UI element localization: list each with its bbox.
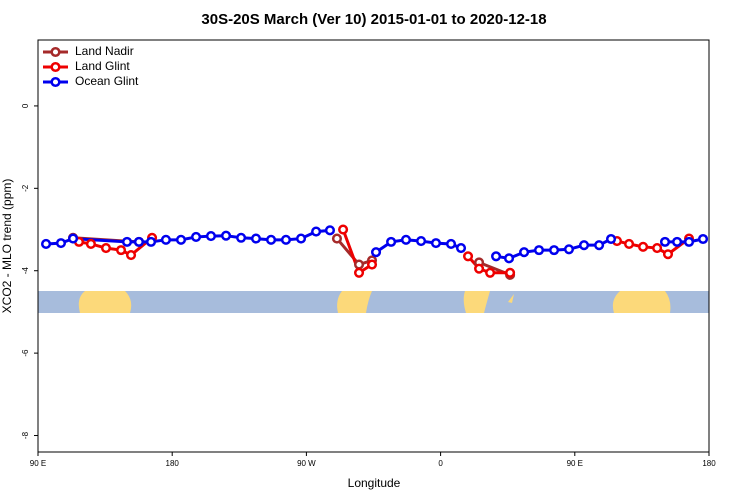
data-point: [116, 245, 127, 256]
data-point: [474, 263, 485, 274]
data-point: [485, 267, 496, 278]
x-tick-label: 90 E: [567, 459, 583, 468]
data-point: [175, 234, 187, 245]
data-point: [220, 230, 232, 241]
data-point: [624, 238, 635, 249]
plot-frame: [37, 39, 710, 453]
data-point: [549, 245, 560, 256]
data-point: [41, 238, 52, 249]
data-point: [191, 231, 202, 242]
data-point: [672, 236, 683, 247]
x-tick-label: 0: [438, 459, 443, 468]
data-point: [462, 251, 474, 262]
legend-label: Land Nadir: [75, 44, 134, 58]
data-point: [160, 234, 171, 245]
data-point: [430, 238, 442, 249]
data-point: [353, 259, 365, 270]
data-point: [605, 233, 617, 245]
data-point: [416, 236, 427, 247]
data-point: [370, 247, 382, 258]
data-point: [683, 236, 695, 247]
data-point: [145, 236, 157, 247]
legend-label: Land Glint: [75, 59, 130, 73]
data-point: [662, 249, 674, 260]
data-point: [578, 240, 590, 251]
y-tick-label: -8: [21, 431, 30, 439]
data-point: [638, 241, 649, 252]
data-point: [533, 245, 545, 256]
y-tick-label: -4: [21, 267, 30, 275]
data-point: [505, 267, 516, 278]
data-point: [563, 244, 575, 255]
y-tick-label: -2: [21, 184, 30, 192]
data-point: [652, 243, 663, 254]
data-point: [266, 234, 277, 245]
data-point: [311, 226, 322, 237]
data-point: [400, 234, 412, 245]
data-point: [338, 224, 349, 235]
data-point: [503, 253, 515, 264]
land-shape: [612, 291, 671, 313]
x-tick-label: 180: [166, 459, 180, 468]
x-tick-label: 180: [702, 459, 716, 468]
legend-marker: [50, 61, 61, 73]
data-point: [594, 240, 605, 251]
x-tick-label: 90 W: [297, 459, 316, 468]
ocean-band: [38, 291, 709, 313]
legend-label: Ocean Glint: [75, 74, 139, 88]
data-point: [250, 233, 262, 244]
y-tick-label: -6: [21, 349, 30, 357]
data-point: [659, 236, 671, 247]
data-point: [445, 238, 457, 249]
data-point: [67, 233, 79, 244]
land-shape: [508, 294, 514, 303]
y-tick-label: 0: [21, 103, 30, 108]
data-point: [125, 250, 137, 261]
data-point: [697, 233, 709, 245]
data-point: [236, 232, 247, 243]
land-shape: [337, 291, 372, 313]
data-point: [491, 251, 502, 262]
data-point: [519, 247, 530, 258]
x-tick-label: 90 E: [30, 459, 46, 468]
legend-marker: [50, 46, 61, 58]
data-point: [55, 238, 67, 249]
legend-marker: [50, 76, 61, 88]
map-strip: [38, 291, 709, 313]
y-axis-label: XCO2 - MLO trend (ppm): [0, 179, 14, 314]
series-line: [78, 229, 690, 276]
data-point: [85, 238, 96, 249]
data-point: [366, 259, 378, 270]
data-point: [133, 236, 144, 247]
data-point: [331, 233, 343, 244]
land-shape: [78, 291, 132, 313]
x-axis-label: Longitude: [348, 476, 401, 490]
data-point: [205, 231, 217, 242]
data-point: [455, 243, 467, 254]
data-point: [386, 236, 397, 247]
data-point: [121, 236, 133, 247]
chart-title: 30S-20S March (Ver 10) 2015-01-01 to 202…: [201, 11, 546, 28]
data-point: [100, 243, 112, 254]
data-point: [324, 225, 336, 236]
data-point: [295, 233, 307, 244]
data-point: [353, 267, 365, 278]
data-point: [280, 234, 292, 245]
land-shape: [463, 291, 490, 313]
